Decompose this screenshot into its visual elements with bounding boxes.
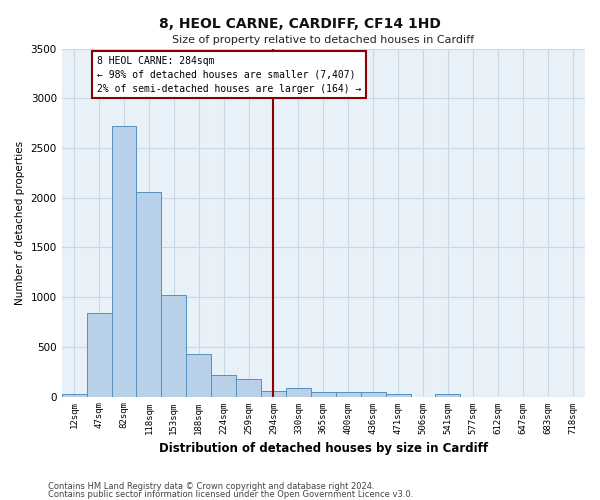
X-axis label: Distribution of detached houses by size in Cardiff: Distribution of detached houses by size … — [159, 442, 488, 455]
Text: 8 HEOL CARNE: 284sqm
← 98% of detached houses are smaller (7,407)
2% of semi-det: 8 HEOL CARNE: 284sqm ← 98% of detached h… — [97, 56, 361, 94]
Bar — [62, 394, 86, 396]
Y-axis label: Number of detached properties: Number of detached properties — [15, 140, 25, 304]
Bar — [311, 392, 336, 396]
Bar — [136, 192, 161, 396]
Bar — [436, 394, 460, 396]
Text: Contains HM Land Registry data © Crown copyright and database right 2024.: Contains HM Land Registry data © Crown c… — [48, 482, 374, 491]
Bar — [112, 126, 136, 396]
Text: Contains public sector information licensed under the Open Government Licence v3: Contains public sector information licen… — [48, 490, 413, 499]
Bar — [161, 295, 186, 396]
Text: 8, HEOL CARNE, CARDIFF, CF14 1HD: 8, HEOL CARNE, CARDIFF, CF14 1HD — [159, 18, 441, 32]
Bar — [211, 374, 236, 396]
Bar — [361, 392, 386, 396]
Title: Size of property relative to detached houses in Cardiff: Size of property relative to detached ho… — [172, 35, 475, 45]
Bar — [236, 379, 261, 396]
Bar — [386, 394, 410, 396]
Bar — [336, 392, 361, 396]
Bar — [286, 388, 311, 396]
Bar — [261, 390, 286, 396]
Bar — [86, 313, 112, 396]
Bar — [186, 354, 211, 397]
